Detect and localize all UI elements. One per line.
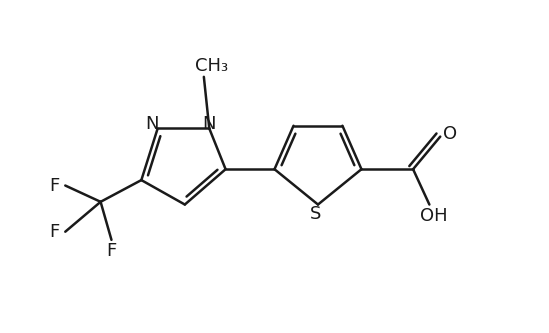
Text: N: N xyxy=(203,115,216,133)
Text: S: S xyxy=(310,205,321,223)
Text: O: O xyxy=(443,125,457,143)
Text: CH₃: CH₃ xyxy=(195,57,228,75)
Text: F: F xyxy=(49,223,59,241)
Text: N: N xyxy=(145,115,159,133)
Text: F: F xyxy=(49,176,59,194)
Text: OH: OH xyxy=(420,207,447,225)
Text: F: F xyxy=(107,242,116,260)
